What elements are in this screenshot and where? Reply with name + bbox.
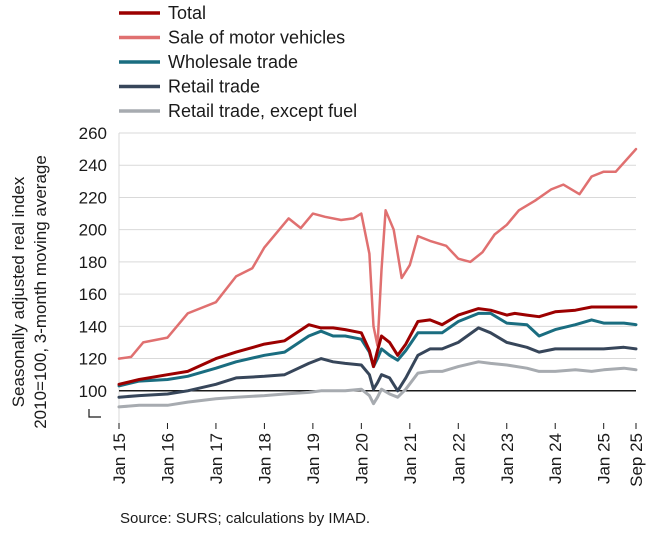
x-tick-label: Jan 15 <box>110 433 129 484</box>
x-tick-label: Jan 23 <box>498 433 517 484</box>
y-tick-label: 140 <box>79 317 107 336</box>
legend-label: Retail trade, except fuel <box>168 101 357 121</box>
x-tick-label: Jan 17 <box>207 433 226 484</box>
y-tick-label: 220 <box>79 188 107 207</box>
series-line-sale-of-motor-vehicles <box>117 147 638 360</box>
y-axis-title-line-2: 2010=100, 3-month moving average <box>31 155 50 429</box>
y-tick-label: 200 <box>79 221 107 240</box>
x-tick-label: Jan 22 <box>449 433 468 484</box>
x-tick-label: Jan 20 <box>352 433 371 484</box>
axes: 260 240 220 200 180 160 140 120 100 Jan 15 Jan 16 J… <box>79 124 646 487</box>
x-tick-label: Sep 25 <box>627 433 646 487</box>
y-tick-label: 100 <box>79 382 107 401</box>
series-lines <box>117 147 638 409</box>
axis-break-icon <box>88 409 101 418</box>
y-tick-label: 180 <box>79 253 107 272</box>
x-tick-label: Jan 19 <box>304 433 323 484</box>
legend-label: Wholesale trade <box>168 52 298 72</box>
legend: Total Sale of motor vehicles Wholesale tra… <box>119 3 357 121</box>
series-line-wholesale-trade <box>117 311 638 388</box>
gridlines <box>119 132 636 360</box>
legend-label: Sale of motor vehicles <box>168 28 345 48</box>
y-axis-title-line-1: Seasonally adjusted real index <box>9 176 28 407</box>
x-tick-label: Jan 25 <box>595 433 614 484</box>
x-tick-label: Jan 18 <box>255 433 274 484</box>
y-tick-label: 160 <box>79 285 107 304</box>
x-tick-label: Jan 16 <box>158 433 177 484</box>
x-tick-label: Jan 21 <box>401 433 420 484</box>
series-line-retail-trade-except-fuel <box>117 360 638 409</box>
legend-label: Total <box>168 3 206 23</box>
y-tick-label: 120 <box>79 350 107 369</box>
series-line-retail-trade <box>117 326 638 399</box>
legend-label: Retail trade <box>168 77 260 97</box>
x-tick-label: Jan 24 <box>546 433 565 484</box>
y-tick-label: 260 <box>79 124 107 143</box>
series-line-total <box>117 305 638 386</box>
y-tick-label: 240 <box>79 156 107 175</box>
source-note: Source: SURS; calculations by IMAD. <box>120 510 370 527</box>
